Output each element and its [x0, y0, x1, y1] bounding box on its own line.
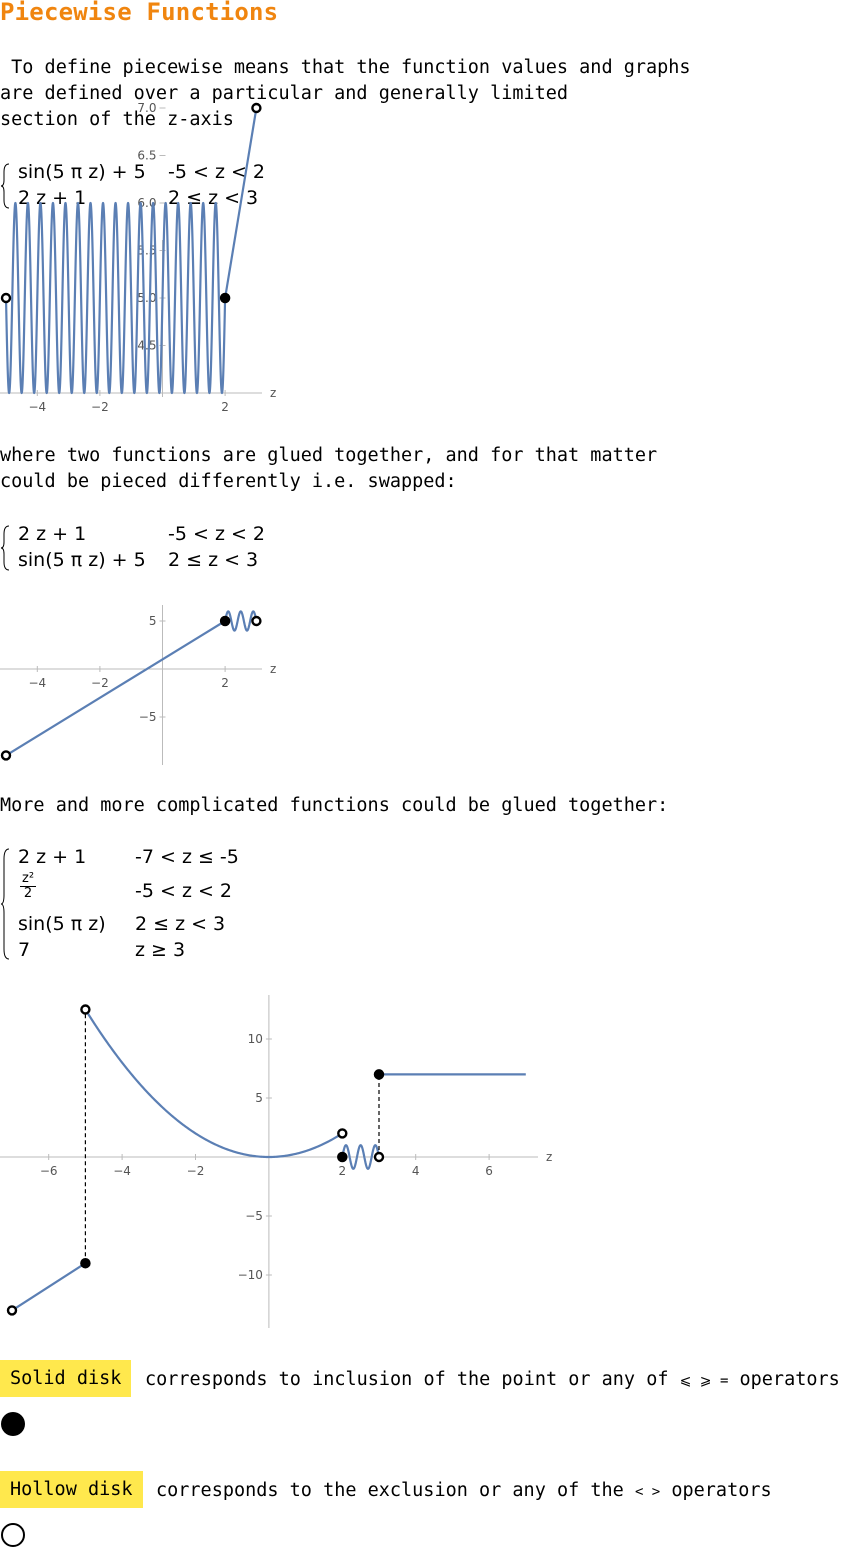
y-tick-label: −10 [238, 1268, 263, 1282]
intro-line: are defined over a particular and genera… [0, 83, 569, 104]
x-tick-label: −2 [187, 1164, 205, 1178]
y-tick-label: 6.5 [137, 149, 156, 163]
function-curve [4, 201, 227, 395]
hollow-endpoint [251, 102, 262, 114]
piece-condition: 2 ≤ z < 3 [168, 187, 259, 209]
x-tick-label: 2 [221, 400, 229, 414]
y-tick-label: −5 [245, 1209, 263, 1223]
piece-condition: 2 ≤ z < 3 [168, 549, 259, 571]
hollow-disk-description: corresponds to the exclusion or any of t… [156, 1480, 772, 1501]
function-curve [224, 107, 258, 299]
solid-disk-tail: operators [739, 1369, 840, 1390]
hollow-endpoint [0, 292, 12, 304]
x-tick-label: −4 [28, 400, 46, 414]
piece-expression: 2 z + 1 [18, 187, 87, 209]
glue-line: could be pieced differently i.e. swapped… [0, 471, 457, 492]
hollow-endpoint [373, 1151, 385, 1163]
x-tick-label: 2 [338, 1164, 346, 1178]
solid-endpoint [373, 1069, 385, 1080]
y-tick-label: 5.5 [137, 244, 156, 258]
solid-endpoint [219, 292, 231, 304]
piece-expression: sin(5 π z) + 5 [18, 549, 146, 571]
brace-icon [0, 848, 10, 960]
y-tick-label: −5 [139, 710, 157, 724]
function-curve [341, 1144, 381, 1170]
hollow-disk-icon [1, 1523, 25, 1547]
intro-line: To define piecewise means that the funct… [0, 57, 691, 78]
x-tick-label: −6 [40, 1164, 58, 1178]
piece-condition: -5 < z < 2 [168, 161, 266, 183]
hollow-endpoint [337, 1128, 348, 1139]
solid-disk-operators: ⩽ ⩾ = [679, 1373, 729, 1389]
hollow-disk-operators: < > [634, 1484, 661, 1500]
solid-disk-description: corresponds to inclusion of the point or… [145, 1369, 840, 1390]
fraction-numerator: z² [20, 871, 37, 887]
solid-endpoint [219, 615, 231, 627]
y-tick-label: 5 [149, 614, 157, 628]
x-tick-label: −4 [28, 676, 46, 690]
glue-paragraph: where two functions are glued together, … [0, 443, 657, 495]
z-axis-label: z [546, 1150, 552, 1164]
glue-line: where two functions are glued together, … [0, 445, 658, 466]
z-axis-label: z [270, 662, 276, 676]
y-tick-label: 10 [248, 1032, 263, 1046]
piecewise-definition-3: 2 z + 1 -7 < z ≤ -5 z² 2 -5 < z < 2 sin(5… [0, 843, 300, 965]
x-tick-label: −4 [113, 1164, 131, 1178]
z-axis-label: z [270, 386, 276, 400]
intro-line: section of the z-axis [0, 109, 234, 130]
function-curve [11, 1262, 86, 1312]
x-tick-label: 2 [221, 676, 229, 690]
brace-icon [0, 525, 10, 571]
hollow-disk-badge: Hollow disk [0, 1471, 143, 1508]
function-curve [224, 610, 258, 632]
piece-expression: sin(5 π z) [18, 913, 106, 935]
x-tick-label: −2 [91, 676, 109, 690]
piece-condition: -7 < z ≤ -5 [135, 846, 239, 868]
y-tick-label: 5.0 [137, 291, 156, 305]
y-tick-label: 5 [255, 1091, 263, 1105]
x-tick-label: 4 [412, 1164, 420, 1178]
plot-1: z−4 −2 24.55.05.56.06.57.0 [0, 101, 276, 414]
piece-condition: -5 < z < 2 [135, 880, 233, 902]
function-curve [5, 620, 226, 757]
hollow-disk-tail: operators [671, 1480, 772, 1501]
hollow-endpoint [6, 1305, 18, 1316]
piece-expression: 2 z + 1 [18, 846, 87, 868]
y-tick-label: 4.5 [137, 339, 156, 353]
x-tick-label: 6 [485, 1164, 493, 1178]
intro-paragraph: To define piecewise means that the funct… [0, 55, 691, 133]
piece-expression: 2 z + 1 [18, 523, 87, 545]
brace-icon [0, 163, 10, 209]
page-title: Piecewise Functions [0, 0, 279, 26]
function-curve [84, 1008, 343, 1159]
x-tick-label: −2 [91, 400, 109, 414]
more-paragraph: More and more complicated functions coul… [0, 795, 669, 816]
piece-condition: -5 < z < 2 [168, 523, 266, 545]
solid-disk-icon [1, 1412, 25, 1436]
piece-expression: 7 [18, 939, 31, 961]
piece-expression-fraction: z² 2 [20, 871, 37, 901]
piecewise-definition-2: 2 z + 1 -5 < z < 2 sin(5 π z) + 5 2 ≤ z … [0, 520, 300, 576]
plot-3: z −6 −4 −2 2 4 6 −10 −5 5 10 [0, 995, 552, 1328]
hollow-endpoint [80, 1004, 91, 1015]
y-tick-label: 7.0 [137, 101, 156, 115]
solid-disk-text: corresponds to inclusion of the point or… [145, 1369, 669, 1390]
plot-2: z −4 −2 2 −5 5 [0, 605, 276, 765]
solid-endpoint [80, 1257, 91, 1269]
solid-disk-badge: Solid disk [0, 1360, 132, 1397]
solid-endpoint [337, 1151, 348, 1163]
piecewise-definition-1: sin(5 π z) + 5 -5 < z < 2 2 z + 1 2 ≤ z … [0, 158, 300, 214]
hollow-endpoint [251, 615, 262, 627]
fraction-denominator: 2 [23, 886, 33, 901]
piece-condition: z ≥ 3 [135, 939, 186, 961]
piece-condition: 2 ≤ z < 3 [135, 913, 226, 935]
hollow-disk-text: corresponds to the exclusion or any of t… [156, 1480, 624, 1501]
piece-expression: sin(5 π z) + 5 [18, 161, 146, 183]
hollow-endpoint [0, 750, 12, 761]
